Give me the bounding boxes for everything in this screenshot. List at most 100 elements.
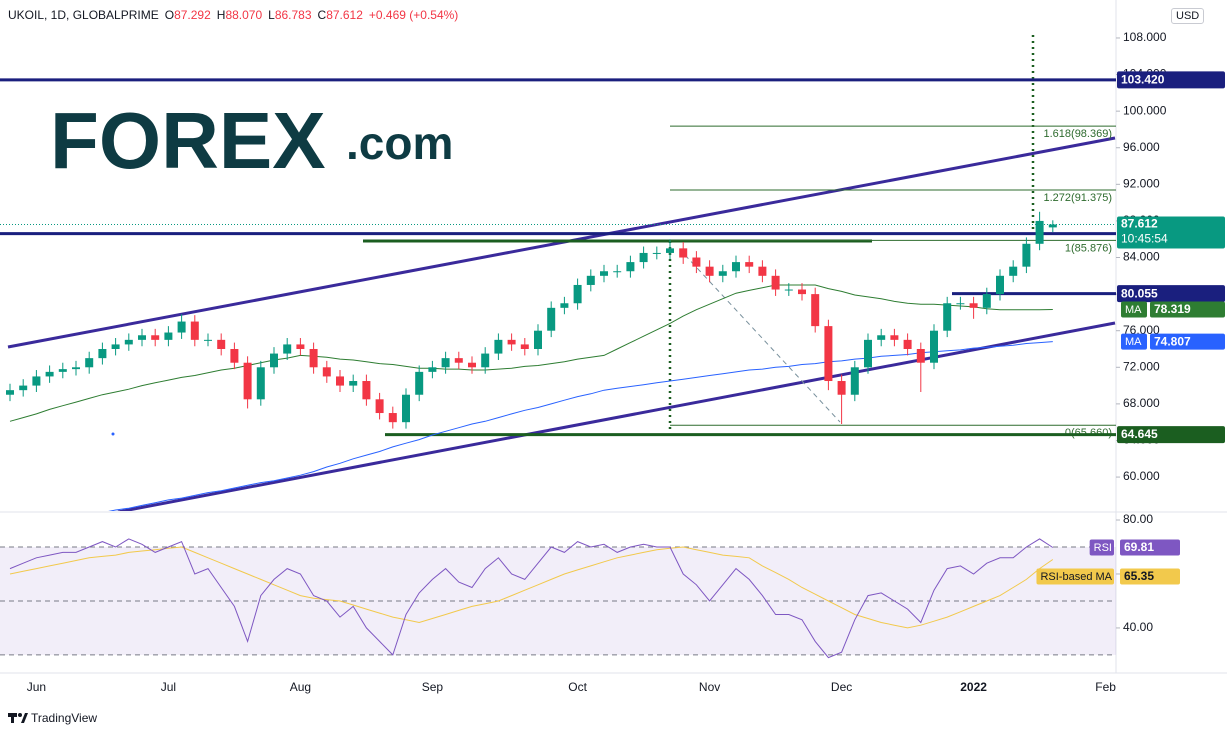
footer-brand: TradingView (31, 711, 97, 725)
candle-body (349, 381, 358, 386)
candle-body (520, 344, 529, 349)
candle-body (996, 275, 1004, 295)
candle-body (243, 362, 252, 400)
candle-body (388, 413, 397, 423)
candle-body (494, 339, 503, 354)
price-badge-text: 74.807 (1154, 334, 1191, 348)
y-tick-label: 96.000 (1123, 140, 1160, 154)
candle-body (613, 271, 622, 273)
candle-body (732, 262, 740, 272)
logo-brand: FOREX (50, 96, 326, 185)
candle-body (190, 321, 199, 340)
layer: 80.0060.0040.00JunJulAugSepOctNovDec2022… (27, 512, 1180, 694)
candle-body (45, 371, 54, 377)
dot (111, 432, 115, 436)
y-tick-label: 80.00 (1123, 512, 1153, 526)
candle-body (1009, 266, 1018, 276)
candle-body (402, 394, 410, 423)
candle-body (6, 390, 14, 395)
candle-body (547, 307, 556, 331)
candle-body (718, 271, 727, 276)
x-tick-label: Dec (831, 680, 852, 694)
legend-name: RSI-based MA (1040, 571, 1112, 583)
candle-body (270, 353, 278, 368)
candle-body (982, 294, 991, 308)
candle-body (824, 326, 833, 382)
y-tick-label: 76.000 (1123, 323, 1160, 337)
candle-body (600, 271, 608, 276)
candle-body (758, 266, 767, 276)
layer (0, 538, 1116, 659)
candle-body (32, 376, 41, 386)
fib-label: 1.272(91.375) (1044, 192, 1113, 204)
price-badge (1150, 301, 1225, 318)
candle-body (164, 332, 173, 340)
legend-header: UKOIL, 1D, GLOBALPRIME O87.292 H88.070 L… (8, 8, 458, 22)
candle-body (652, 252, 661, 254)
countdown-text: 10:45:54 (1121, 232, 1168, 246)
ohlc-open: O87.292 (165, 8, 211, 22)
price-badge-text: 64.645 (1121, 427, 1158, 441)
price-badge-text: 65.35 (1124, 569, 1154, 583)
price-badge (1117, 285, 1225, 303)
fib-label: 1(85.876) (1065, 242, 1112, 254)
value: 87.292 (174, 8, 211, 22)
candle-body (705, 266, 714, 276)
candle-body (560, 303, 569, 308)
candle-body (256, 367, 265, 400)
value: 86.783 (274, 8, 312, 22)
y-tick-label: 60.000 (1123, 469, 1160, 483)
x-tick-label: Jun (27, 680, 46, 694)
fib-label: 1.618(98.369) (1044, 128, 1113, 140)
candle-body (138, 335, 146, 340)
fib-anchor-line (684, 254, 841, 423)
price-badge (1117, 426, 1225, 444)
currency-button[interactable]: USD (1171, 8, 1205, 24)
y-tick-label: 72.000 (1123, 359, 1160, 373)
candle-body (375, 399, 384, 414)
layer: 103.42086.61080.05564.64587.61210:45:54M… (1117, 71, 1225, 444)
candle-body (877, 335, 886, 340)
ohlc-close: C87.612 (318, 8, 363, 22)
candle-body (639, 252, 648, 263)
symbol: UKOIL, 1D, GLOBALPRIME (8, 8, 159, 22)
candle-body (666, 248, 674, 253)
candle-body (72, 367, 80, 370)
drawings (7, 35, 1116, 511)
price-badge (1120, 539, 1180, 556)
candle-body (745, 262, 754, 267)
candle-body (573, 284, 582, 304)
candle-body (177, 321, 186, 333)
series-line (9, 538, 1054, 659)
candle-body (217, 339, 226, 349)
candle-body (58, 369, 67, 372)
label: O (164, 8, 175, 22)
candle-body (771, 275, 780, 290)
candle-body (441, 358, 450, 368)
y-tick-label: 92.000 (1123, 177, 1160, 191)
logo-suffix: .com (346, 117, 453, 169)
label: C (317, 8, 327, 22)
candle-body (692, 257, 701, 267)
candle-body (930, 330, 938, 363)
candle-body (679, 248, 688, 258)
candle-body (850, 367, 859, 395)
label: H (216, 8, 226, 22)
candle-body (468, 362, 476, 368)
x-tick-label: Oct (568, 680, 587, 694)
y-tick-label: 108.000 (1123, 30, 1167, 44)
legend-name: RSI (1094, 542, 1112, 554)
ma-name-box (1121, 301, 1147, 318)
candle-body (428, 367, 437, 372)
candle-body (309, 348, 318, 368)
y-tick-label: 68.000 (1123, 396, 1160, 410)
candle-body (586, 275, 595, 285)
last-price-badge (1117, 216, 1225, 249)
label: L (268, 8, 275, 22)
candle-body (296, 344, 305, 349)
price-badge-text: 80.055 (1121, 286, 1158, 300)
candle-body (956, 303, 965, 305)
tv-logo-icon (8, 713, 28, 723)
candle-body (454, 358, 463, 363)
